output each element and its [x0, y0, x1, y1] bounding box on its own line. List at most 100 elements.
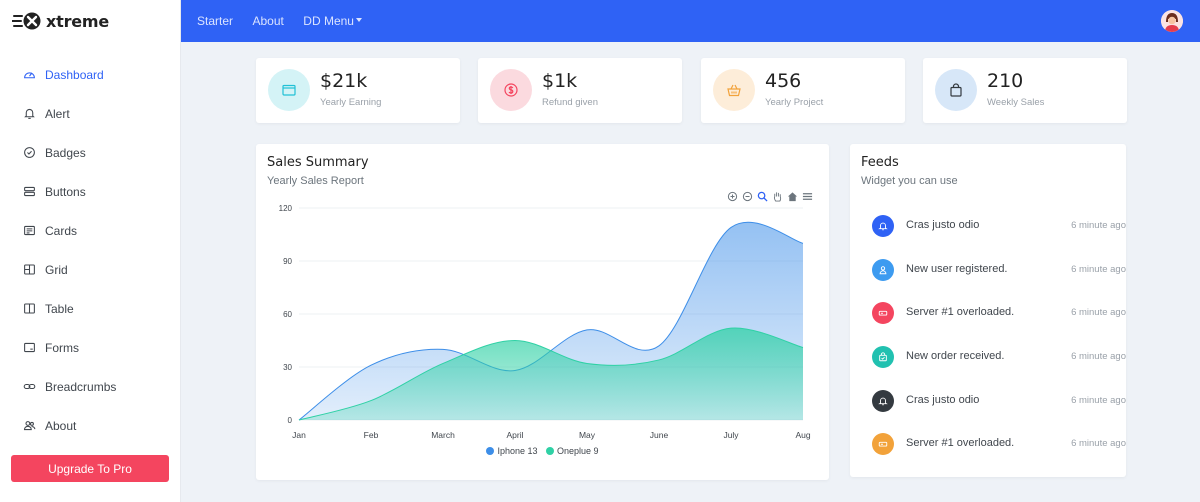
feed-item[interactable]: Server #1 overloaded. 6 minute ago: [872, 433, 1126, 455]
bell-icon: [872, 390, 894, 412]
sidebar: xtreme Dashboard Alert Badges Buttons: [0, 0, 181, 502]
sidebar-item-alert[interactable]: Alert: [0, 94, 180, 133]
bell-icon: [872, 215, 894, 237]
stat-label: Refund given: [542, 97, 598, 108]
reset-home-icon[interactable]: [786, 190, 798, 202]
stat-card-weekly-sales: 210 Weekly Sales: [923, 58, 1127, 123]
hdd-stack-icon: [22, 185, 36, 199]
sidebar-item-forms[interactable]: Forms: [0, 328, 180, 367]
feed-text: Cras justo odio: [906, 219, 980, 231]
sidebar-item-table[interactable]: Table: [0, 289, 180, 328]
sidebar-item-label: Table: [45, 301, 74, 316]
xtreme-logo-icon: [12, 12, 42, 30]
brand-name: xtreme: [46, 11, 110, 31]
x-tick-label: Aug: [795, 430, 810, 440]
feed-time: 6 minute ago: [1071, 220, 1126, 231]
selection-zoom-icon[interactable]: [756, 190, 768, 202]
sidebar-item-cards[interactable]: Cards: [0, 211, 180, 250]
sidebar-item-dashboard[interactable]: Dashboard: [0, 55, 180, 94]
textarea-icon: [22, 341, 36, 355]
feed-item[interactable]: Cras justo odio 6 minute ago: [872, 390, 1126, 412]
topbar: Starter About DD Menu: [181, 0, 1200, 42]
legend-label: Oneplue 9: [557, 446, 599, 456]
card-text-icon: [22, 224, 36, 238]
sidebar-item-grid[interactable]: Grid: [0, 250, 180, 289]
sidebar-item-label: Badges: [45, 145, 86, 160]
y-tick-label: 60: [283, 310, 292, 319]
feed-text: New order received.: [906, 350, 1005, 362]
stat-value: 210: [987, 70, 1024, 92]
feed-time: 6 minute ago: [1071, 438, 1126, 449]
pan-hand-icon[interactable]: [771, 190, 783, 202]
y-tick-label: 120: [279, 204, 293, 213]
legend-swatch: [486, 447, 495, 455]
series-area-oneplue: [299, 327, 803, 420]
x-tick-label: Jan: [292, 430, 306, 440]
sidebar-item-label: Cards: [45, 223, 78, 238]
x-tick-label: July: [723, 430, 739, 440]
card-title: Sales Summary: [267, 155, 369, 170]
sidebar-item-buttons[interactable]: Buttons: [0, 172, 180, 211]
avatar[interactable]: [1161, 10, 1183, 32]
hdd-icon: [872, 433, 894, 455]
feed-time: 6 minute ago: [1071, 307, 1126, 318]
stat-card-refund-given: $1k Refund given: [478, 58, 682, 123]
caret-down-icon: [355, 17, 362, 22]
sidebar-item-label: Forms: [45, 340, 79, 355]
x-tick-label: April: [506, 430, 523, 440]
x-tick-label: June: [650, 430, 669, 440]
stat-value: 456: [765, 70, 802, 92]
feed-time: 6 minute ago: [1071, 351, 1126, 362]
nav-dropdown-dd-menu[interactable]: DD Menu: [303, 14, 362, 28]
patch-check-icon: [22, 146, 36, 160]
nav-link-about[interactable]: About: [252, 14, 284, 28]
legend-label: Iphone 13: [497, 446, 538, 456]
feed-text: Server #1 overloaded.: [906, 437, 1015, 449]
feed-text: New user registered.: [906, 263, 1008, 275]
dropdown-label: DD Menu: [303, 14, 354, 28]
feeds-card: Feeds Widget you can use Cras justo odio…: [850, 144, 1126, 477]
stat-label: Weekly Sales: [987, 97, 1045, 108]
layout-split-icon: [22, 302, 36, 316]
link-icon: [22, 380, 36, 394]
sidebar-item-label: Buttons: [45, 184, 86, 199]
upgrade-button[interactable]: Upgrade To Pro: [11, 455, 169, 482]
sidebar-item-about[interactable]: About: [0, 406, 180, 445]
bag-icon: [935, 69, 977, 111]
wallet-icon: [268, 69, 310, 111]
sidebar-item-breadcrumbs[interactable]: Breadcrumbs: [0, 367, 180, 406]
menu-icon[interactable]: [801, 190, 813, 202]
sidebar-item-label: About: [45, 418, 77, 433]
feed-text: Server #1 overloaded.: [906, 306, 1015, 318]
feed-item[interactable]: New order received. 6 minute ago: [872, 346, 1126, 368]
stat-value: $1k: [542, 70, 578, 92]
series-line-oneplue: [298, 327, 804, 421]
top-nav: Starter About DD Menu: [181, 12, 362, 30]
feed-item[interactable]: Server #1 overloaded. 6 minute ago: [872, 302, 1126, 324]
brand[interactable]: xtreme: [0, 0, 180, 42]
stat-value: $21k: [320, 70, 368, 92]
y-tick-label: 0: [288, 416, 293, 425]
feed-item[interactable]: New user registered. 6 minute ago: [872, 259, 1126, 281]
legend-item-iphone[interactable]: Iphone 13: [486, 446, 537, 456]
sidebar-nav: Dashboard Alert Badges Buttons Cards: [0, 55, 180, 445]
feed-time: 6 minute ago: [1071, 264, 1126, 275]
sidebar-item-badges[interactable]: Badges: [0, 133, 180, 172]
y-tick-label: 30: [283, 363, 292, 372]
person-icon: [872, 259, 894, 281]
series-line-iphone: [298, 221, 804, 421]
zoom-out-icon[interactable]: [741, 190, 753, 202]
sidebar-item-label: Grid: [45, 262, 68, 277]
legend-swatch: [546, 447, 554, 455]
people-icon: [22, 419, 36, 433]
y-tick-label: 90: [283, 257, 292, 266]
nav-link-starter[interactable]: Starter: [197, 14, 234, 28]
legend-item-oneplue[interactable]: Oneplue 9: [546, 446, 599, 456]
stat-card-yearly-project: 456 Yearly Project: [701, 58, 905, 123]
stat-label: Yearly Project: [765, 97, 824, 108]
bell-icon: [22, 107, 36, 121]
feed-item[interactable]: Cras justo odio 6 minute ago: [872, 215, 1126, 237]
chart-toolbar: [726, 190, 813, 202]
zoom-in-icon[interactable]: [726, 190, 738, 202]
card-title: Feeds: [861, 155, 899, 170]
